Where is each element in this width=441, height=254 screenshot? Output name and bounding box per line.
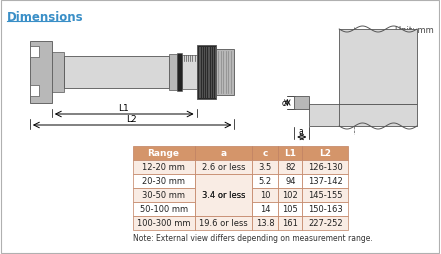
Text: 30-50 mm: 30-50 mm [142, 191, 185, 200]
Text: 12-20 mm: 12-20 mm [142, 163, 185, 172]
Text: Note: External view differs depending on measurement range.: Note: External view differs depending on… [133, 233, 373, 242]
Bar [176, 54, 182, 92]
Bar [30, 86, 39, 97]
Bar [133, 202, 194, 216]
Bar [194, 160, 252, 174]
Text: 5.2: 5.2 [259, 177, 272, 186]
Text: 50-100 mm: 50-100 mm [139, 205, 188, 214]
Bar [194, 146, 252, 160]
Text: 137-142: 137-142 [308, 177, 343, 186]
Bar [133, 160, 194, 174]
Text: 3.4 or less: 3.4 or less [202, 191, 245, 200]
Text: Dimensions: Dimensions [7, 11, 84, 24]
Bar [302, 174, 348, 188]
Bar [302, 160, 348, 174]
Bar [339, 30, 417, 105]
Text: L2: L2 [127, 115, 137, 123]
Text: 161: 161 [282, 219, 298, 228]
Bar [197, 46, 217, 100]
Text: 14: 14 [260, 205, 271, 214]
Text: Unit: mm: Unit: mm [395, 26, 434, 35]
Bar [278, 174, 302, 188]
Bar [252, 174, 278, 188]
Text: 150-163: 150-163 [308, 205, 343, 214]
Bar [302, 146, 348, 160]
Text: 102: 102 [282, 191, 298, 200]
Text: 94: 94 [285, 177, 295, 186]
Bar [252, 146, 278, 160]
Text: 19.6 or less: 19.6 or less [199, 219, 248, 228]
Bar [217, 50, 235, 96]
Bar [278, 146, 302, 160]
Text: L1: L1 [118, 104, 129, 113]
Bar [404, 30, 417, 105]
Bar [194, 202, 252, 216]
Text: 3.4 or less: 3.4 or less [202, 191, 245, 200]
Bar [278, 202, 302, 216]
Text: 126-130: 126-130 [308, 163, 343, 172]
Text: 2.6 or less: 2.6 or less [202, 163, 245, 172]
Bar [294, 97, 309, 109]
Text: Range: Range [148, 149, 179, 158]
Text: L1: L1 [284, 149, 296, 158]
Text: 105: 105 [282, 205, 298, 214]
Text: 100-300 mm: 100-300 mm [137, 219, 191, 228]
Text: L2: L2 [319, 149, 331, 158]
Bar [52, 53, 64, 93]
Bar [194, 216, 252, 230]
Text: 13.8: 13.8 [256, 219, 275, 228]
Bar [64, 57, 168, 89]
Text: 82: 82 [285, 163, 295, 172]
Bar [278, 188, 302, 202]
Bar [133, 174, 194, 188]
Bar [168, 55, 176, 91]
Text: 20-30 mm: 20-30 mm [142, 177, 185, 186]
Text: c: c [281, 98, 285, 107]
Bar [133, 216, 194, 230]
Bar [309, 105, 417, 126]
Bar [302, 216, 348, 230]
Bar [252, 202, 278, 216]
Text: c: c [263, 149, 268, 158]
Bar [133, 188, 194, 202]
Bar [30, 47, 39, 58]
Bar [278, 216, 302, 230]
Text: a: a [299, 126, 304, 135]
Text: 227-252: 227-252 [308, 219, 343, 228]
Text: 3.5: 3.5 [259, 163, 272, 172]
Bar [252, 216, 278, 230]
Bar [133, 146, 194, 160]
Bar [252, 188, 278, 202]
Bar [302, 202, 348, 216]
Bar [30, 42, 52, 104]
Bar [194, 174, 252, 188]
Bar [302, 188, 348, 202]
Text: a: a [220, 149, 227, 158]
Text: 145-155: 145-155 [308, 191, 343, 200]
Bar [182, 56, 197, 90]
Bar [194, 174, 252, 216]
Bar [278, 160, 302, 174]
Bar [252, 160, 278, 174]
Text: 10: 10 [260, 191, 271, 200]
Bar [194, 188, 252, 202]
